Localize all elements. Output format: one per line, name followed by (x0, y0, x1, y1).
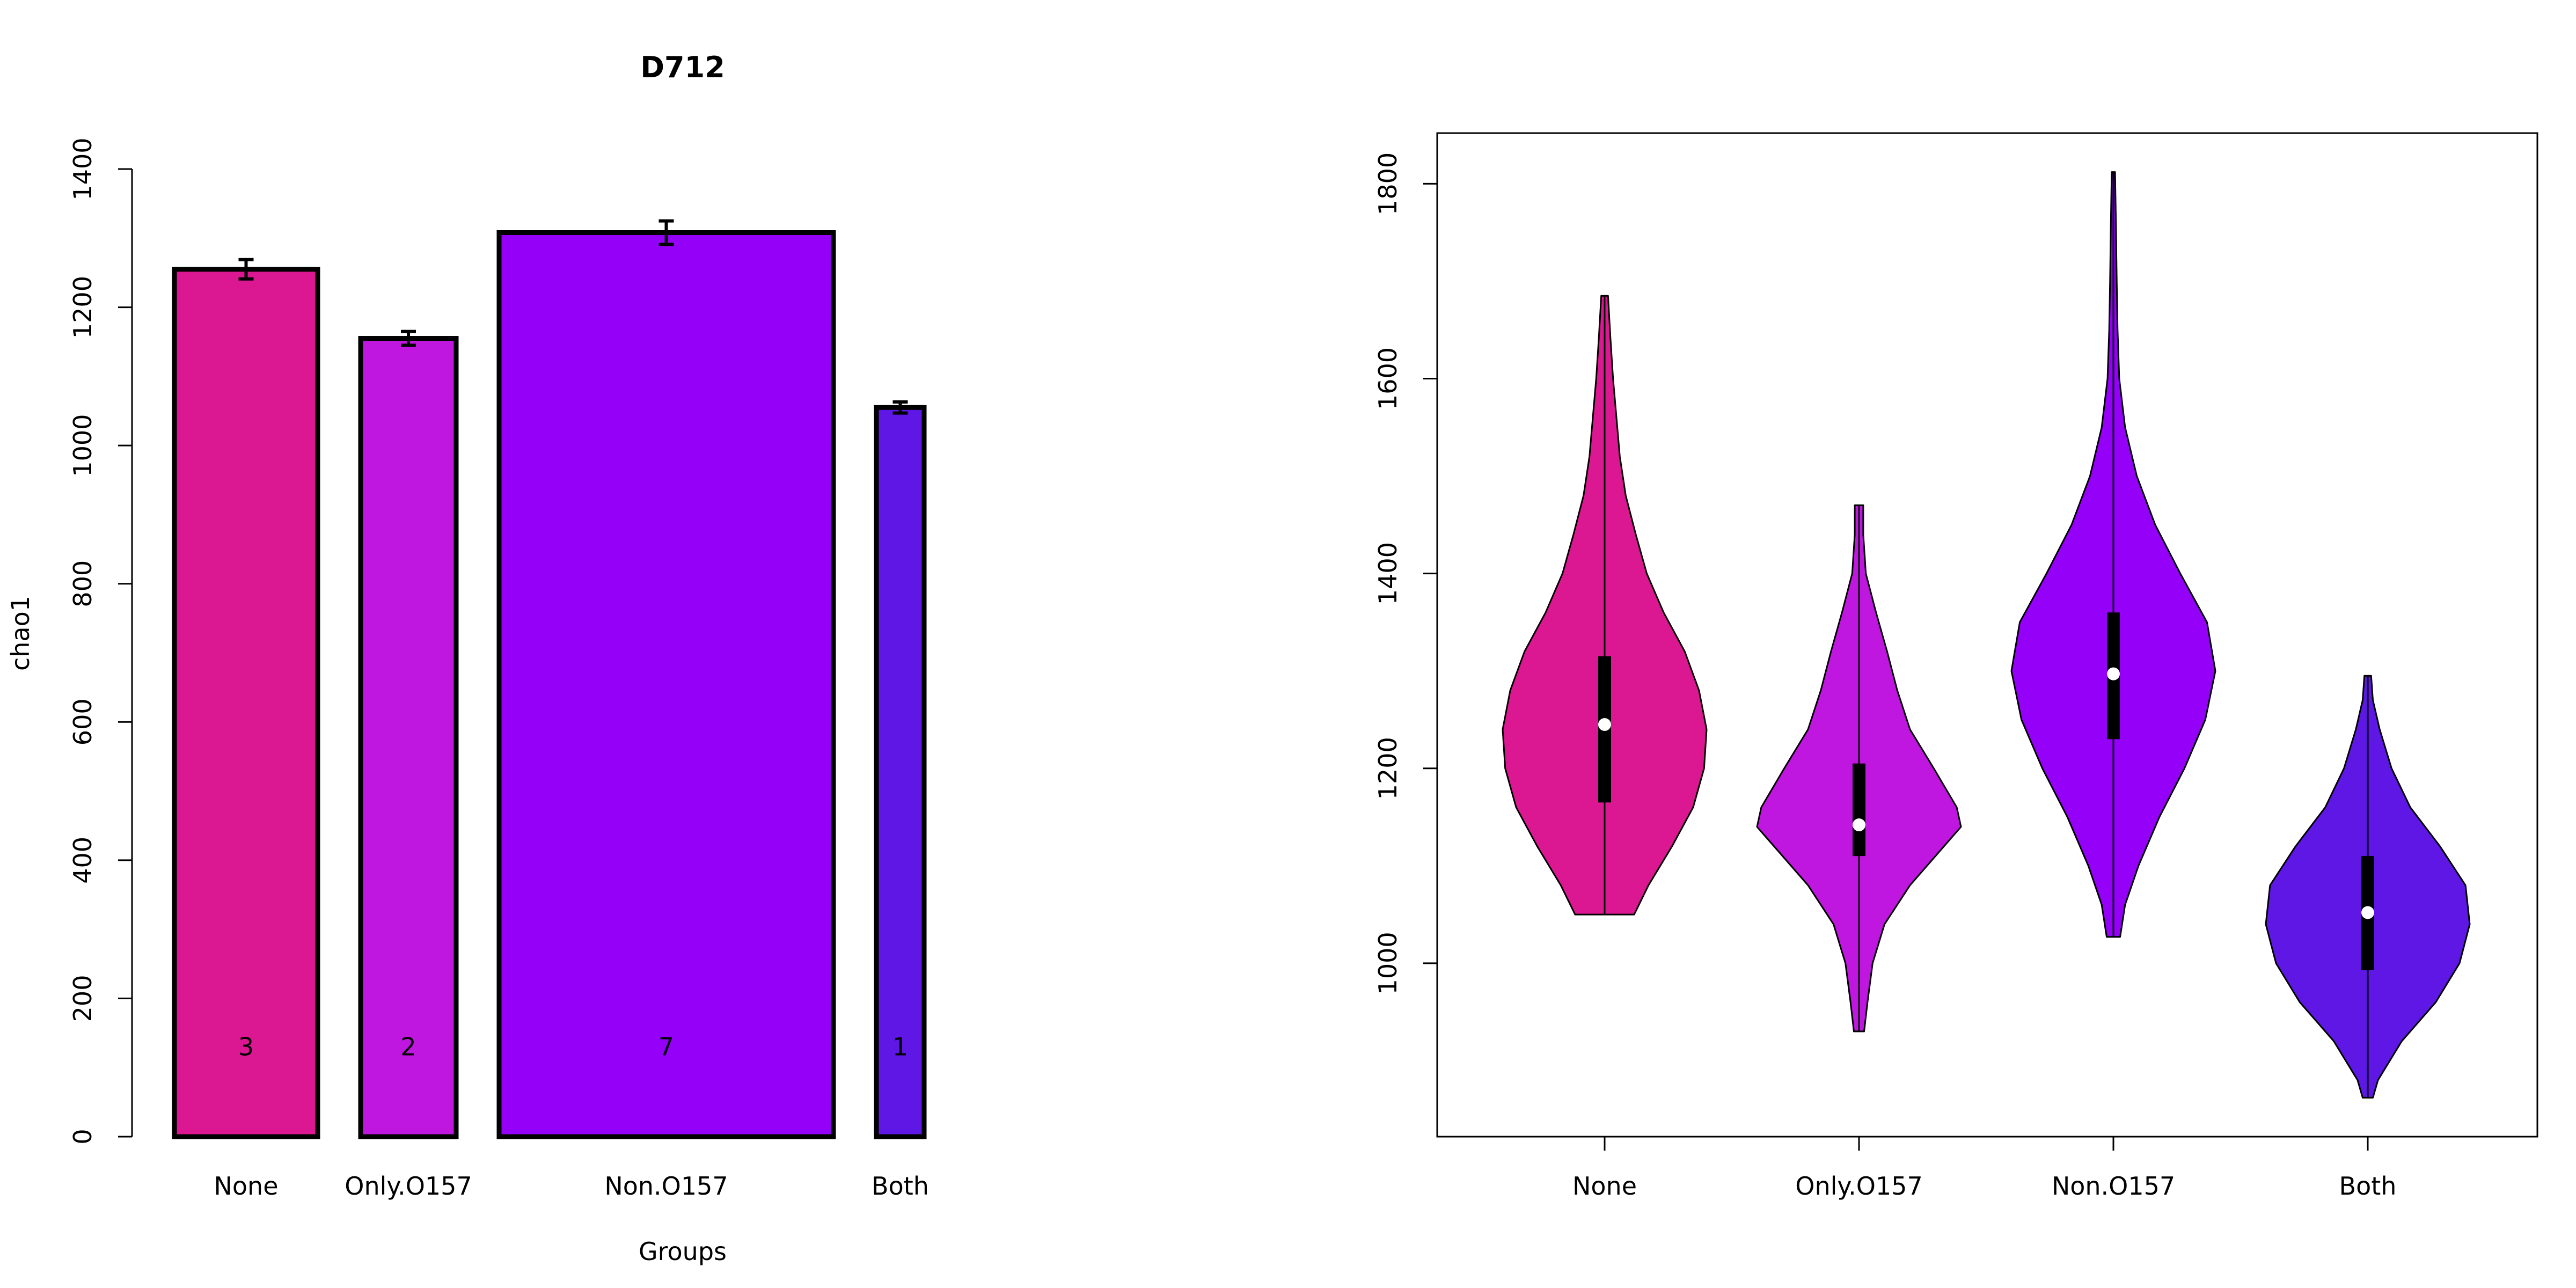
violin-median-point (2107, 667, 2120, 680)
bar-x-tick-label: Both (872, 1172, 929, 1201)
bar-series: 3 2 7 1 (172, 219, 927, 1139)
bar (358, 336, 459, 1139)
bar-y-tick-label: 1400 (68, 137, 97, 200)
violin-y-tick-label: 1000 (1373, 932, 1402, 994)
bar-y-tick-label: 200 (68, 975, 97, 1022)
bar-chart-title: D712 (640, 50, 725, 84)
bar-y-tick-label: 800 (68, 560, 97, 608)
bar-y-axis: 0 200 400 600 800 1000 1200 1400 (68, 137, 133, 1145)
violin-plot-frame (1436, 132, 2538, 1138)
bar-y-tick-label: 1200 (68, 276, 97, 339)
violin-series (1502, 171, 2471, 1099)
bar-x-tick-label: Only.O157 (345, 1172, 472, 1201)
bar-y-tick-label: 400 (68, 837, 97, 884)
violin-x-tick-label: Non.O157 (2052, 1172, 2175, 1201)
bar-count-label: 2 (400, 1033, 416, 1062)
violin-iqr-box (1853, 763, 1865, 857)
violin-plot-panel: 1000 1200 1400 1600 1800 None Only.O157 Non.O1… (1373, 132, 2538, 1201)
violin-y-tick-label: 1400 (1373, 542, 1402, 605)
bar (496, 230, 836, 1139)
violin-x-tick-label: Only.O157 (1795, 1172, 1922, 1201)
violin-x-tick-label: None (1572, 1172, 1637, 1201)
violin-y-axis: 1000 1200 1400 1600 1800 (1373, 152, 1437, 994)
violin-median-point (1598, 718, 1611, 731)
violin-median-point (1853, 818, 1865, 832)
bar-y-tick-label: 0 (68, 1129, 97, 1144)
bar-count-label: 7 (658, 1033, 674, 1062)
violin-x-tick-label: Both (2339, 1172, 2397, 1201)
bar-x-tick-labels: None Only.O157 Non.O157 Both (214, 1172, 928, 1201)
y-axis-label: chao1 (6, 596, 35, 671)
bar-y-tick-label: 600 (68, 698, 97, 745)
x-axis-label: Groups (639, 1237, 727, 1266)
violin-x-axis: None Only.O157 Non.O157 Both (1572, 1137, 2396, 1201)
violin-y-tick-label: 1800 (1373, 152, 1402, 215)
bar-chart-panel: D712 Groups chao1 0 200 400 600 800 1000 1200 1… (6, 50, 929, 1266)
violin-median-point (2361, 906, 2374, 919)
violin-y-tick-label: 1600 (1373, 347, 1402, 410)
bar-y-tick-label: 1000 (68, 414, 97, 477)
bar (172, 267, 320, 1139)
bar-count-label: 3 (238, 1033, 254, 1062)
bar-x-tick-label: None (214, 1172, 278, 1201)
violin-y-tick-label: 1200 (1373, 737, 1402, 800)
bar (874, 405, 927, 1139)
bar-count-label: 1 (892, 1033, 908, 1062)
bar-x-tick-label: Non.O157 (604, 1172, 728, 1201)
